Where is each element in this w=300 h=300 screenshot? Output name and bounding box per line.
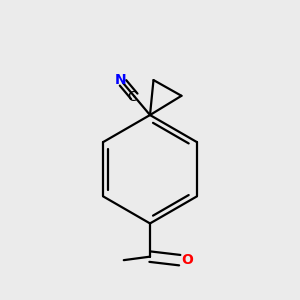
Text: O: O — [181, 253, 193, 267]
Text: C: C — [128, 90, 137, 104]
Text: N: N — [114, 73, 126, 87]
